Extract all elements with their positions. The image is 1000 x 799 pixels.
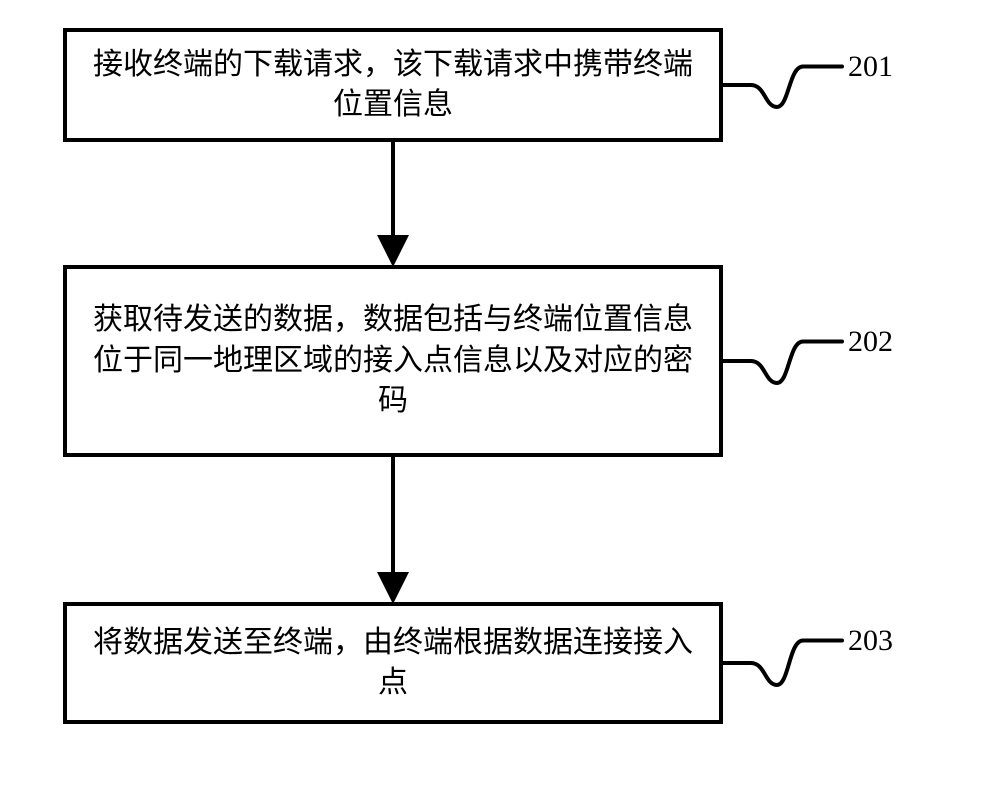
callout-connector bbox=[723, 342, 842, 384]
callouts-group bbox=[723, 67, 842, 686]
flowchart-canvas: 接收终端的下载请求，该下载请求中携带终端位置信息 获取待发送的数据，数据包括与终… bbox=[0, 0, 1000, 799]
callout-connector bbox=[723, 641, 842, 686]
connector-layer bbox=[0, 0, 1000, 799]
callout-connector bbox=[723, 67, 842, 108]
